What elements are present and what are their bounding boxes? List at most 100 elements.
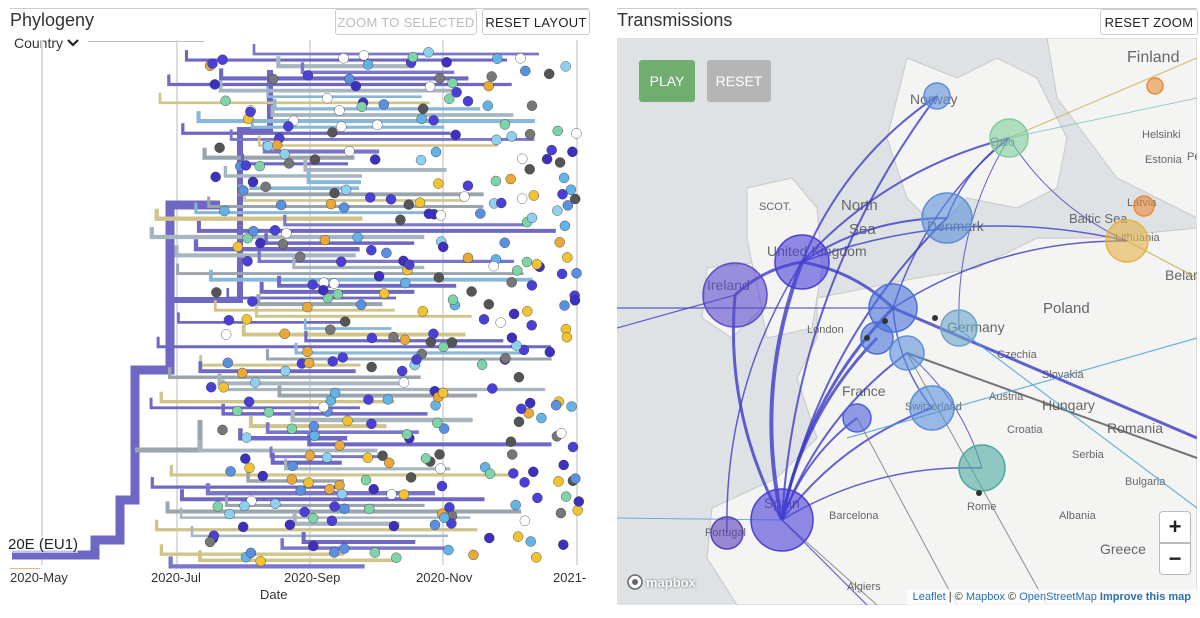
tree-tip bbox=[318, 284, 329, 296]
tree-branch bbox=[213, 300, 395, 312]
city-marker bbox=[864, 335, 870, 341]
improve-map-link[interactable]: Improve this map bbox=[1099, 591, 1191, 603]
tree-branch bbox=[149, 397, 360, 410]
tree-branch bbox=[196, 220, 556, 233]
tree-tip bbox=[507, 449, 518, 460]
tree-tip bbox=[360, 474, 372, 486]
tree-branch bbox=[168, 556, 365, 569]
tree-tip bbox=[441, 57, 452, 68]
openstreetmap-link[interactable]: OpenStreetMap bbox=[1019, 591, 1097, 603]
map-attribution: Leaflet | © Mapbox © OpenStreetMap Impro… bbox=[906, 589, 1197, 605]
tree-tip bbox=[515, 53, 526, 64]
tree-branch bbox=[177, 312, 350, 324]
tree-tip bbox=[254, 160, 265, 172]
play-button[interactable]: PLAY bbox=[639, 60, 695, 102]
transmission-edge bbox=[906, 352, 1197, 459]
tree-branch bbox=[306, 172, 361, 185]
tree-tip bbox=[324, 484, 335, 495]
tree-tip bbox=[377, 450, 388, 461]
tree-tip bbox=[263, 407, 274, 418]
tree-branch bbox=[150, 477, 344, 489]
tree-tip bbox=[342, 415, 353, 426]
tree-tip bbox=[560, 491, 572, 502]
tree-tip bbox=[508, 308, 520, 320]
leaflet-link[interactable]: Leaflet bbox=[912, 591, 946, 603]
tree-tip bbox=[405, 472, 417, 483]
country-node bbox=[842, 403, 872, 433]
tree-tip bbox=[552, 125, 563, 137]
tree-tip bbox=[211, 287, 222, 298]
reset-animation-button[interactable]: RESET bbox=[707, 60, 771, 102]
tree-tip bbox=[214, 142, 225, 153]
tree-tip bbox=[397, 365, 408, 377]
transmission-map[interactable]: FinlandNorwayOsloHelsinkiEstoniaPeteSCOT… bbox=[617, 38, 1197, 605]
reset-layout-button[interactable]: RESET LAYOUT bbox=[482, 9, 590, 35]
zoom-in-button[interactable]: + bbox=[1159, 511, 1191, 543]
tree-tip bbox=[366, 244, 377, 256]
transmission-edge bbox=[956, 327, 1197, 509]
tree-branch bbox=[292, 257, 425, 270]
tree-branch bbox=[193, 239, 360, 252]
tree-tip bbox=[528, 190, 539, 201]
tree-tip bbox=[232, 405, 243, 417]
map-place-label: Barcelona bbox=[829, 510, 879, 522]
tree-tip bbox=[210, 171, 221, 183]
transmission-edge bbox=[1008, 97, 1197, 139]
color-by-dropdown[interactable]: Country bbox=[14, 35, 79, 51]
tree-tip bbox=[334, 440, 345, 451]
tree-tip bbox=[271, 139, 283, 151]
tree-branch bbox=[265, 349, 552, 361]
tree-tip bbox=[559, 220, 571, 232]
tree-tip bbox=[541, 153, 553, 165]
map-place-label: SCOT. bbox=[759, 201, 791, 213]
tree-branch bbox=[277, 385, 478, 398]
tree-branch bbox=[290, 410, 473, 423]
country-node bbox=[710, 516, 744, 550]
reset-zoom-button[interactable]: RESET ZOOM bbox=[1100, 9, 1198, 35]
tree-tip bbox=[495, 317, 506, 328]
tree-tip bbox=[370, 154, 381, 165]
tree-tip bbox=[309, 154, 321, 165]
tree-tip bbox=[558, 459, 569, 471]
tree-branch bbox=[252, 44, 539, 56]
phylogeny-top-rule bbox=[10, 8, 589, 9]
map-place-label: Pete bbox=[1187, 151, 1197, 163]
map-canvas[interactable]: FinlandNorwayOsloHelsinkiEstoniaPeteSCOT… bbox=[617, 38, 1197, 605]
tree-tip bbox=[363, 394, 374, 405]
mapbox-logo[interactable]: mapbox bbox=[627, 574, 696, 590]
tree-tip bbox=[224, 508, 235, 520]
tree-tip bbox=[307, 279, 318, 290]
zoom-to-selected-button[interactable]: ZOOM TO SELECTED bbox=[335, 9, 477, 35]
phylogeny-tree[interactable] bbox=[0, 40, 600, 618]
transmissions-title: Transmissions bbox=[617, 10, 733, 30]
tree-tip bbox=[505, 436, 517, 447]
tree-tip bbox=[365, 192, 376, 203]
tree-tip bbox=[303, 477, 314, 488]
tree-branch bbox=[159, 391, 395, 404]
map-place-label: Helsinki bbox=[1142, 129, 1181, 141]
mapbox-link[interactable]: Mapbox bbox=[965, 591, 1005, 603]
map-place-label: Rome bbox=[967, 501, 996, 513]
zoom-out-button[interactable]: − bbox=[1159, 543, 1191, 575]
tree-tip bbox=[212, 501, 224, 512]
map-place-label: Finland bbox=[1127, 49, 1179, 66]
tree-tip bbox=[249, 377, 261, 388]
tree-tip bbox=[519, 515, 531, 526]
tree-tip bbox=[428, 115, 439, 126]
tree-branch bbox=[256, 294, 383, 307]
tree-tip bbox=[245, 547, 257, 559]
tree-tip bbox=[450, 129, 461, 141]
tree-tip bbox=[299, 506, 310, 518]
country-node bbox=[958, 444, 1006, 492]
country-node bbox=[909, 385, 955, 431]
tree-tip bbox=[411, 354, 422, 365]
tree-tip bbox=[366, 361, 377, 373]
tree-tip bbox=[531, 552, 542, 563]
country-node bbox=[860, 321, 894, 355]
tree-tip bbox=[222, 357, 234, 368]
tree-branch bbox=[159, 544, 345, 556]
tree-tip bbox=[356, 101, 367, 112]
transmission-edge bbox=[781, 217, 948, 521]
tree-tip bbox=[381, 247, 392, 259]
tree-tip bbox=[423, 208, 435, 220]
